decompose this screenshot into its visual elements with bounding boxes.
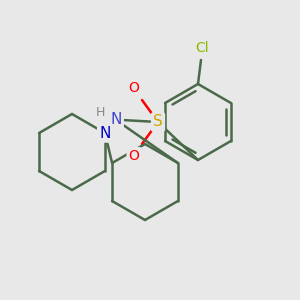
- Text: Cl: Cl: [195, 41, 209, 55]
- Text: H: H: [95, 106, 105, 118]
- Text: N: N: [110, 112, 122, 128]
- Text: O: O: [129, 149, 140, 163]
- Text: S: S: [153, 115, 163, 130]
- Text: O: O: [129, 81, 140, 95]
- Text: N: N: [99, 125, 111, 140]
